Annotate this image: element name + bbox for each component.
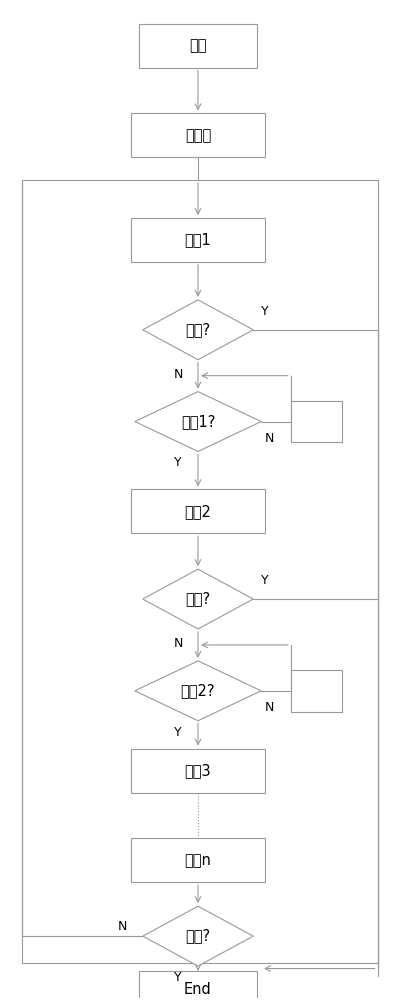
Text: 工兴2: 工兴2: [185, 504, 211, 519]
Text: 工兴3: 工兴3: [185, 763, 211, 778]
Text: N: N: [118, 920, 127, 933]
Text: Y: Y: [175, 726, 182, 739]
Text: Y: Y: [261, 305, 269, 318]
Bar: [131, 113, 265, 157]
Text: N: N: [265, 432, 274, 445]
Text: N: N: [173, 637, 183, 650]
Text: Y: Y: [175, 971, 182, 984]
Text: 停止?: 停止?: [185, 592, 211, 607]
Text: 启动: 启动: [189, 38, 207, 53]
Bar: [139, 24, 257, 68]
Text: Y: Y: [175, 456, 182, 469]
Bar: [139, 971, 257, 1000]
Bar: [131, 838, 265, 882]
Text: 条件2?: 条件2?: [181, 683, 215, 698]
Text: 停止?: 停止?: [185, 322, 211, 337]
Bar: [23, 180, 377, 963]
Bar: [291, 401, 342, 442]
Polygon shape: [143, 906, 253, 966]
Bar: [131, 218, 265, 262]
Text: 条件1?: 条件1?: [181, 414, 215, 429]
Text: N: N: [265, 701, 274, 714]
Text: 回零位: 回零位: [185, 128, 211, 143]
Text: 工序n: 工序n: [185, 853, 211, 868]
Polygon shape: [143, 300, 253, 360]
Polygon shape: [135, 392, 261, 451]
Bar: [291, 670, 342, 712]
Polygon shape: [143, 569, 253, 629]
Text: N: N: [173, 368, 183, 381]
Bar: [131, 489, 265, 533]
Text: Y: Y: [261, 574, 269, 587]
Polygon shape: [135, 661, 261, 721]
Text: End: End: [184, 982, 212, 997]
Text: 工兴1: 工兴1: [185, 233, 211, 248]
Text: 停止?: 停止?: [185, 929, 211, 944]
Bar: [131, 749, 265, 793]
